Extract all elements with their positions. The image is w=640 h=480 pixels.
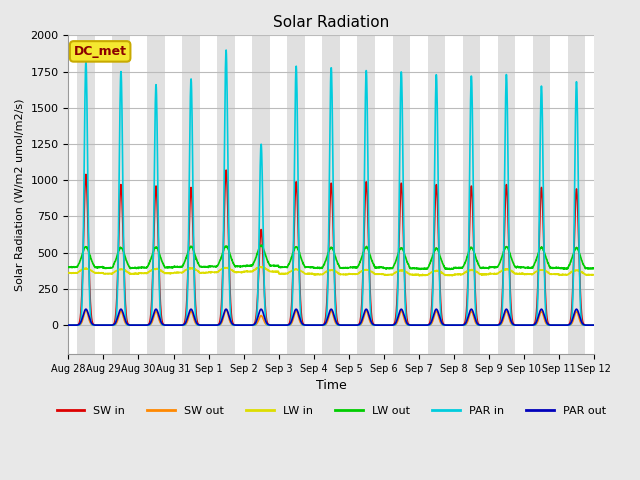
PAR in <box>559 322 566 328</box>
Legend: SW in, SW out, LW in, LW out, PAR in, PAR out: SW in, SW out, LW in, LW out, PAR in, PA… <box>52 401 610 420</box>
Bar <box>287 36 305 354</box>
LW in <box>358 268 365 274</box>
LW out <box>258 242 266 248</box>
LW in <box>346 271 354 277</box>
Title: Solar Radiation: Solar Radiation <box>273 15 389 30</box>
LW in <box>590 272 598 277</box>
LW in <box>544 269 552 275</box>
LW out <box>559 265 566 271</box>
PAR out <box>82 306 90 312</box>
LW in <box>211 270 219 276</box>
PAR in <box>590 322 598 328</box>
LW out <box>446 266 454 272</box>
SW out <box>211 322 219 328</box>
SW out <box>65 322 72 328</box>
SW in <box>559 322 566 328</box>
Bar <box>463 36 480 354</box>
Bar <box>568 36 585 354</box>
LW out <box>211 264 219 269</box>
Bar <box>498 36 515 354</box>
Y-axis label: Solar Radiation (W/m2 umol/m2/s): Solar Radiation (W/m2 umol/m2/s) <box>15 98 25 291</box>
Line: LW out: LW out <box>68 245 594 269</box>
LW in <box>449 273 456 278</box>
Bar <box>252 36 270 354</box>
PAR in <box>484 322 492 328</box>
LW out <box>590 265 598 271</box>
Bar <box>77 36 95 354</box>
LW in <box>559 272 566 277</box>
PAR in <box>346 322 354 328</box>
SW out <box>484 322 492 328</box>
Bar <box>147 36 164 354</box>
Bar <box>182 36 200 354</box>
SW out <box>544 322 552 328</box>
SW out <box>559 322 566 328</box>
Bar <box>112 36 130 354</box>
LW out <box>544 260 552 266</box>
PAR out <box>358 318 365 324</box>
SW in <box>222 168 230 173</box>
PAR in <box>65 322 72 328</box>
Bar <box>532 36 550 354</box>
Bar <box>358 36 375 354</box>
PAR out <box>346 322 354 328</box>
SW in <box>65 322 72 328</box>
Line: SW out: SW out <box>68 310 594 325</box>
LW in <box>257 264 264 270</box>
SW out <box>590 322 598 328</box>
SW in <box>484 322 492 328</box>
SW in <box>590 322 598 328</box>
SW in <box>346 322 354 328</box>
Bar <box>392 36 410 354</box>
LW out <box>484 265 492 271</box>
LW out <box>65 264 72 270</box>
Bar <box>218 36 235 354</box>
Bar <box>323 36 340 354</box>
PAR out <box>544 321 552 327</box>
SW in <box>544 319 552 325</box>
PAR out <box>590 322 598 328</box>
SW out <box>222 307 230 312</box>
PAR in <box>358 312 365 318</box>
SW in <box>358 301 365 307</box>
SW out <box>346 322 354 328</box>
PAR out <box>484 322 492 328</box>
PAR in <box>211 322 219 328</box>
PAR out <box>559 322 566 328</box>
Bar <box>428 36 445 354</box>
LW out <box>346 264 354 270</box>
Line: LW in: LW in <box>68 267 594 276</box>
PAR out <box>211 322 219 328</box>
Line: SW in: SW in <box>68 170 594 325</box>
PAR in <box>544 322 552 328</box>
Text: DC_met: DC_met <box>74 45 127 58</box>
X-axis label: Time: Time <box>316 379 347 392</box>
LW out <box>358 254 365 260</box>
Line: PAR in: PAR in <box>68 50 594 325</box>
LW in <box>65 270 72 276</box>
SW in <box>211 322 219 328</box>
SW out <box>358 320 365 326</box>
Line: PAR out: PAR out <box>68 309 594 325</box>
LW in <box>484 271 492 277</box>
PAR out <box>65 322 72 328</box>
PAR in <box>222 47 230 53</box>
